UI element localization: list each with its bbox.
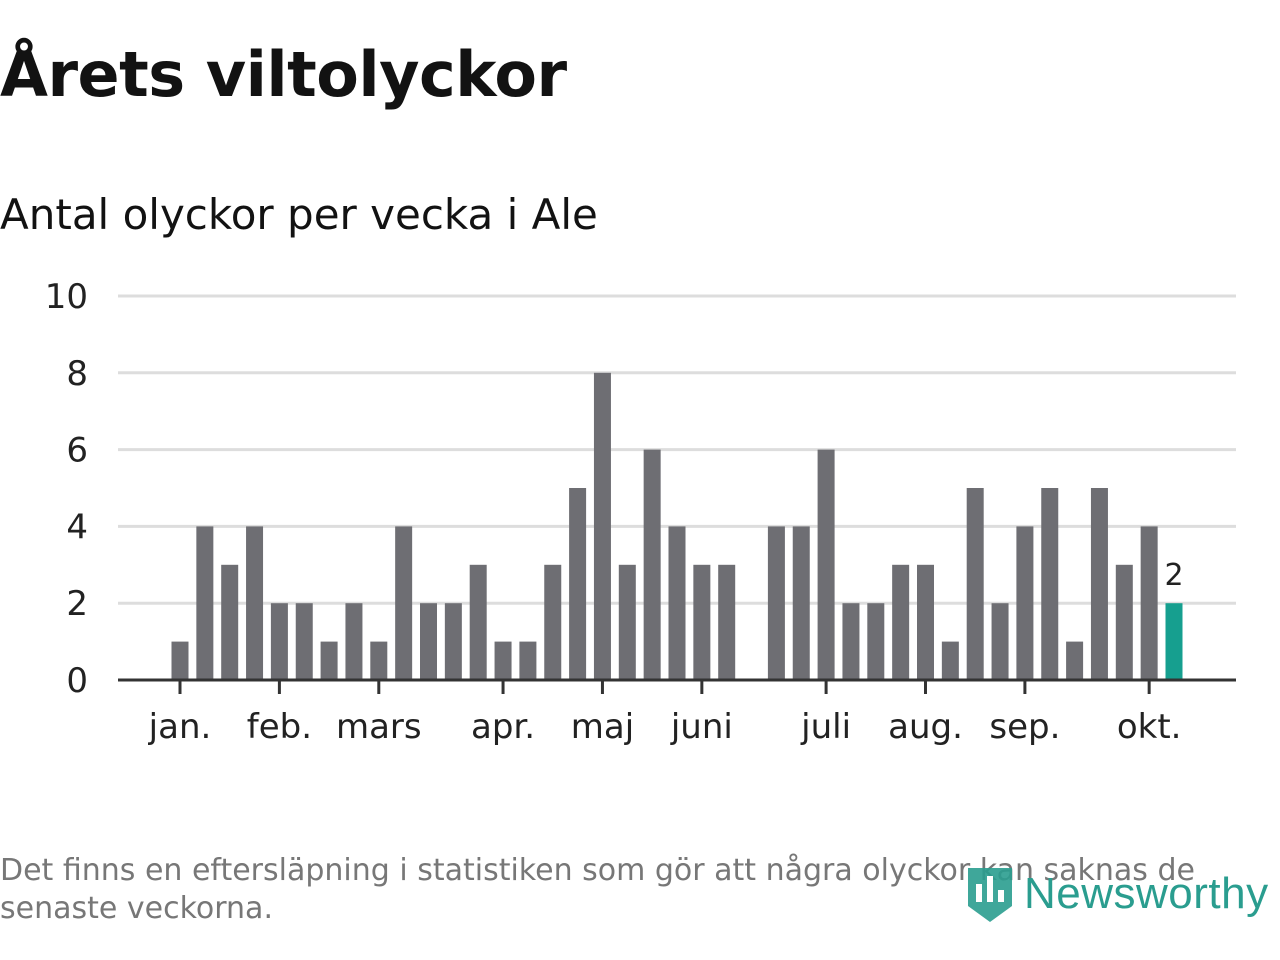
- chart-title: Årets viltolyckor: [0, 38, 567, 111]
- bar: [320, 641, 338, 680]
- bar: [668, 526, 686, 680]
- brand-logo: Newsworthy: [964, 862, 1269, 926]
- bar: [420, 603, 437, 680]
- footnote: Det finns en eftersläpning i statistiken…: [0, 853, 1195, 926]
- y-axis-ticks: 0 2 4 6 8 10: [45, 277, 88, 701]
- x-month-label: feb.: [247, 707, 312, 747]
- bar: [941, 641, 959, 680]
- x-month-label: aug.: [888, 707, 963, 747]
- bar: [1115, 564, 1133, 680]
- bar: [718, 564, 736, 680]
- y-tick-label: 0: [66, 661, 88, 701]
- bar: [892, 564, 910, 680]
- x-month-label: juni: [670, 707, 733, 747]
- bar: [966, 488, 984, 680]
- x-month-label: apr.: [471, 707, 535, 747]
- y-tick-label: 6: [66, 431, 88, 471]
- bar: [917, 564, 934, 680]
- x-month-label: mars: [336, 707, 422, 747]
- bar: [867, 603, 885, 680]
- x-month-label: sep.: [989, 707, 1060, 747]
- bar: [842, 603, 860, 680]
- bar: [469, 564, 487, 680]
- bar: [792, 526, 810, 680]
- bar-latest-week: [1165, 603, 1183, 680]
- bar: [618, 564, 636, 680]
- bar: [370, 641, 388, 680]
- newsworthy-logo-icon: [968, 868, 1012, 922]
- bar: [270, 603, 288, 680]
- bar: [1041, 488, 1059, 680]
- bar: [1066, 641, 1084, 680]
- bar-chart: 0 2 4 6 8 10 jan. feb. mars apr. maj juni juli aug. s…: [45, 277, 1236, 747]
- x-month-label: maj: [571, 707, 634, 747]
- bar: [593, 372, 611, 680]
- bar: [444, 603, 462, 680]
- bar: [643, 449, 661, 680]
- y-tick-label: 2: [66, 584, 88, 624]
- x-month-label: okt.: [1117, 707, 1182, 747]
- bar: [221, 564, 239, 680]
- bar: [693, 564, 711, 680]
- bar: [767, 526, 785, 680]
- x-axis: jan. feb. mars apr. maj juni juli aug. sep. okt.: [118, 678, 1236, 747]
- bar: [1090, 488, 1108, 680]
- bar: [246, 526, 264, 680]
- bar: [817, 449, 835, 680]
- bar: [569, 488, 587, 680]
- bar: [494, 641, 512, 680]
- bar: [991, 603, 1009, 680]
- y-tick-label: 10: [45, 277, 88, 317]
- bar: [1016, 526, 1034, 680]
- bar: [395, 526, 413, 680]
- y-tick-label: 8: [66, 354, 88, 394]
- bar: [196, 526, 214, 680]
- bars: [171, 372, 1183, 680]
- brand-name: Newsworthy: [1024, 869, 1269, 918]
- bar: [519, 641, 537, 680]
- latest-value-label: 2: [1164, 558, 1183, 593]
- bar: [295, 603, 313, 680]
- y-tick-label: 4: [66, 507, 88, 547]
- x-month-label: jan.: [148, 707, 212, 747]
- chart-subtitle: Antal olyckor per vecka i Ale: [0, 190, 598, 239]
- bar: [1140, 526, 1158, 680]
- x-month-label: juli: [800, 707, 851, 747]
- bar: [171, 641, 189, 680]
- data-labels: 2: [1164, 558, 1183, 593]
- bar: [544, 564, 562, 680]
- bar: [345, 603, 363, 680]
